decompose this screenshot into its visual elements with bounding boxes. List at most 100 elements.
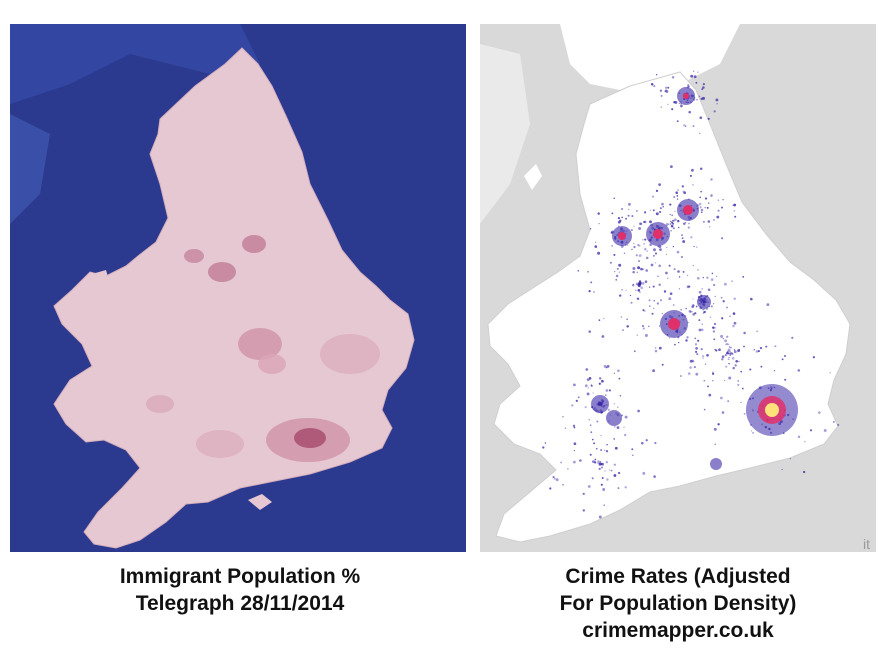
crime-dot: [641, 282, 645, 285]
crime-dot: [656, 302, 660, 305]
crime-dot: [698, 319, 701, 322]
crime-dot: [703, 408, 706, 411]
crime-dot: [670, 224, 674, 228]
crime-dot: [669, 203, 672, 206]
crime-dot: [639, 291, 641, 293]
crime-dot: [613, 474, 617, 477]
crime-dot: [653, 85, 656, 88]
crime-dot: [691, 310, 693, 313]
crime-dot: [781, 358, 784, 361]
crime-dot: [725, 343, 727, 345]
crime-dot: [653, 299, 656, 302]
crime-dot: [669, 165, 673, 169]
crime-dot: [658, 264, 661, 268]
crime-dot: [654, 252, 658, 255]
crime-dot: [598, 377, 602, 380]
crime-dot: [624, 486, 627, 489]
crime-dot: [653, 475, 656, 478]
crime-dot: [700, 328, 704, 332]
crime-dot: [636, 210, 638, 212]
crime-dot: [630, 229, 633, 232]
crime-dot: [680, 104, 683, 108]
crime-dot: [602, 488, 606, 491]
crime-dot: [601, 462, 605, 466]
crime-dot: [672, 227, 675, 230]
crime-dot: [683, 222, 686, 226]
crime-dot: [600, 466, 604, 469]
crime-dot: [725, 335, 729, 339]
crime-dot: [726, 306, 728, 309]
crime-dot: [660, 94, 663, 97]
crime-dot: [750, 430, 753, 432]
crime-dot: [684, 125, 687, 127]
crime-dot: [728, 362, 730, 365]
crime-dot: [690, 236, 693, 239]
crime-dot: [700, 208, 704, 212]
crime-dot: [727, 348, 731, 352]
crime-dot: [673, 101, 676, 104]
crime-dot: [638, 260, 641, 263]
crime-dot: [686, 274, 689, 277]
crime-dot: [622, 329, 624, 331]
crime-dot: [572, 424, 576, 428]
crime-dot: [692, 264, 694, 267]
crime-dot: [593, 291, 595, 293]
crime-dot: [582, 509, 585, 512]
crime-dot: [661, 363, 664, 366]
crime-dot: [733, 203, 737, 207]
crime-dot: [639, 222, 642, 226]
crime-dot: [677, 226, 680, 229]
crime-dot: [717, 209, 720, 212]
crime-dot: [644, 310, 646, 312]
crime-dot: [657, 275, 659, 277]
crime-dot: [678, 276, 681, 278]
crime-dot: [698, 290, 702, 294]
left-caption-line1: Immigrant Population %: [119, 565, 361, 588]
crime-dot: [601, 379, 604, 383]
crime-dot: [677, 270, 680, 273]
crime-dot: [734, 364, 737, 367]
crime-hotspots-layer: [591, 87, 798, 470]
crime-dot: [773, 369, 776, 372]
crime-dot: [812, 356, 816, 359]
cardiff-hotspot: [591, 395, 609, 413]
crime-dot: [626, 325, 629, 328]
crime-dot: [715, 349, 718, 352]
crime-dot: [596, 420, 599, 423]
crime-dot: [701, 355, 705, 358]
leeds-region: [242, 235, 266, 253]
crime-dot: [603, 317, 605, 320]
crime-dot: [617, 471, 621, 475]
crime-dot: [722, 337, 725, 340]
crime-dot: [829, 371, 831, 374]
crime-dot: [732, 204, 734, 207]
crime-dot: [823, 429, 827, 432]
crime-dot: [712, 371, 714, 373]
crime-dot: [655, 73, 658, 76]
crime-dot: [575, 399, 578, 402]
immigration-shading: [146, 235, 380, 462]
crime-dot: [619, 219, 622, 222]
crime-dot: [674, 343, 676, 346]
crime-dot: [598, 515, 602, 519]
crime-dot: [573, 442, 577, 446]
crime-dot: [735, 360, 738, 363]
crime-dot: [708, 226, 711, 228]
crime-dot: [696, 99, 698, 101]
left-caption-line2: Telegraph 28/11/2014: [135, 592, 345, 615]
crime-dot: [597, 460, 600, 463]
crime-dot: [648, 286, 651, 288]
crime-dot: [668, 337, 671, 339]
crime-dot: [655, 212, 659, 216]
crime-dot: [579, 459, 582, 462]
crime-dot: [564, 427, 567, 429]
crime-dot: [674, 210, 676, 213]
crime-dot: [664, 86, 668, 89]
crime-dot: [627, 214, 630, 217]
crime-dot: [589, 453, 592, 456]
crime-dot: [646, 250, 648, 252]
crime-dot: [658, 325, 661, 327]
crime-dot: [737, 383, 740, 386]
crime-dot: [721, 317, 724, 320]
crime-dot: [691, 359, 694, 363]
